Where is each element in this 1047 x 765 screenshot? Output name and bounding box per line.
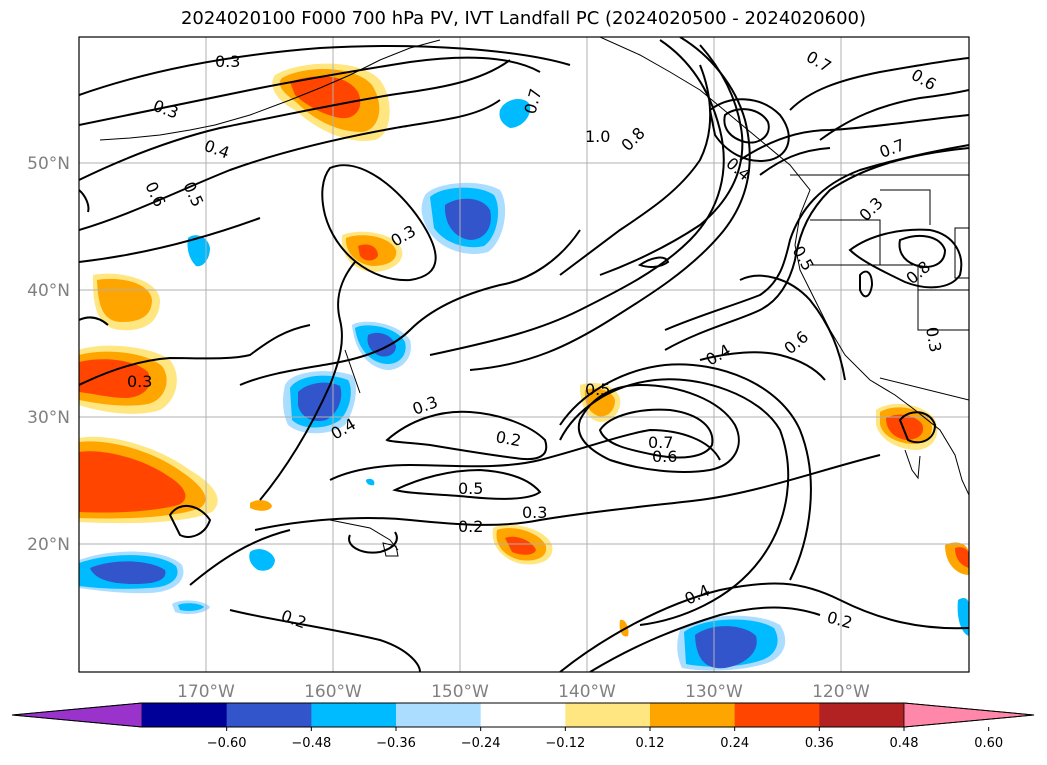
pv-contours	[79, 37, 969, 672]
lon-label: 130°W	[685, 682, 743, 702]
colorbar-segment	[734, 703, 820, 727]
contour-label: 0.3	[215, 52, 240, 71]
colorbar-segment	[311, 703, 397, 727]
map-panel	[79, 37, 969, 672]
lat-label: 30°N	[27, 408, 70, 428]
colorbar-tick-label: −0.12	[545, 736, 585, 751]
lon-label: 170°W	[177, 682, 235, 702]
lon-label: 160°W	[304, 682, 362, 702]
lon-label: 120°W	[812, 682, 870, 702]
colorbar-segment	[819, 703, 905, 727]
colorbar-tick-label: 0.24	[720, 736, 749, 751]
colorbar-tick-label: 0.60	[974, 736, 1003, 751]
contour-label: 0.6	[652, 447, 677, 466]
colorbar-tick-label: −0.60	[207, 736, 247, 751]
colorbar-segment	[396, 703, 482, 727]
colorbar-tick-label: 0.48	[890, 736, 919, 751]
contour-label: 0.2	[458, 517, 483, 536]
contour-label: 1.0	[585, 127, 610, 146]
gridlines	[79, 37, 969, 672]
contour-label: 0.3	[127, 372, 152, 391]
lon-label: 140°W	[558, 682, 616, 702]
colorbar: −0.60 −0.48 −0.36 −0.24 −0.12 0.12 0.24 0.36 0.4…	[11, 702, 1035, 751]
colorbar-extend-high	[903, 702, 1035, 728]
contour-label: 0.3	[922, 325, 945, 353]
contour-label: 0.3	[522, 503, 547, 522]
contour-label: 0.7	[648, 433, 673, 452]
colorbar-tick-label: −0.36	[376, 736, 416, 751]
longitude-labels: 170°W 160°W 150°W 140°W 130°W 120°W	[177, 682, 870, 702]
colorbar-segment	[650, 703, 736, 727]
colorbar-tick-label: 0.12	[636, 736, 665, 751]
contour-label: 0.5	[585, 380, 610, 399]
lat-label: 40°N	[27, 281, 70, 301]
positive-anomaly-shading	[79, 63, 969, 637]
colorbar-segment	[226, 703, 312, 727]
lon-label: 150°W	[431, 682, 489, 702]
lat-label: 20°N	[27, 535, 70, 555]
coastlines	[99, 37, 969, 557]
map-title: 2024020100 F000 700 hPa PV, IVT Landfall…	[180, 8, 867, 29]
colorbar-tick-label: −0.24	[461, 736, 501, 751]
lat-label: 50°N	[27, 154, 70, 174]
colorbar-segment	[142, 703, 228, 727]
colorbar-extend-low	[11, 702, 143, 728]
map-frame	[78, 36, 970, 673]
contour-label: 0.5	[458, 479, 483, 498]
colorbar-outline	[11, 702, 1035, 728]
colorbar-segment	[565, 703, 651, 727]
negative-anomaly-shading	[79, 98, 969, 671]
contour-label: 0.2	[494, 427, 522, 450]
latitude-labels: 50°N 40°N 30°N 20°N	[27, 154, 70, 555]
colorbar-segment	[480, 703, 566, 727]
colorbar-tick-label: −0.48	[291, 736, 331, 751]
colorbar-tick-label: 0.36	[805, 736, 834, 751]
